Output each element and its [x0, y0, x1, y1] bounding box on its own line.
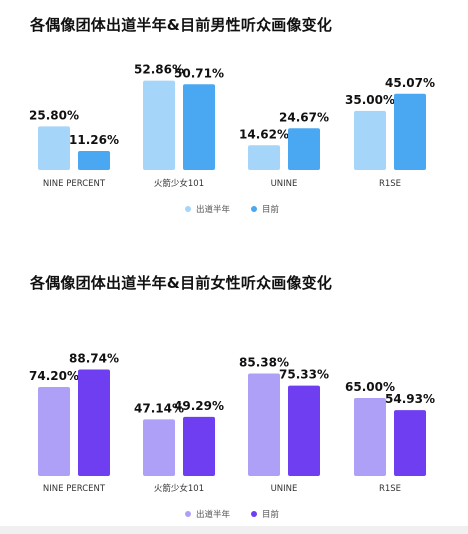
- legend-label: 目前: [262, 204, 280, 215]
- legend-label: 出道半年: [196, 204, 231, 215]
- category-label: NINE PERCENT: [43, 484, 106, 494]
- bar-value-label: 74.20%: [29, 369, 79, 383]
- bar-current-3: [394, 93, 426, 170]
- bar-value-label: 24.67%: [279, 110, 329, 124]
- bar-value-label: 85.38%: [239, 356, 289, 370]
- category-label: UNINE: [271, 484, 298, 494]
- bar-value-label: 52.86%: [134, 63, 184, 77]
- bar-current-2: [288, 128, 320, 170]
- bar-current-0: [78, 150, 110, 170]
- bar-value-label: 47.14%: [134, 401, 184, 415]
- page-bottom-divider: [0, 526, 468, 534]
- female-listener-chart-svg: 74.20% 88.74% NINE PERCENT 47.14%49.29% 火箭少女…: [29, 352, 435, 520]
- bar-value-label: 65.00%: [345, 380, 395, 394]
- bar-half-year-1: [143, 419, 175, 476]
- category-label: 火箭少女101: [154, 178, 204, 189]
- bar-half-year-2: [248, 373, 280, 476]
- chart-title: 各偶像团体出道半年&目前女性听众画像变化: [30, 274, 333, 292]
- bar-value-label: 14.62%: [239, 127, 289, 141]
- bar-value-label: 45.07%: [385, 76, 435, 90]
- bar-value-label: 54.93%: [385, 392, 435, 406]
- bar-value-label: 50.71%: [174, 66, 224, 80]
- bar-current-0: [78, 369, 110, 476]
- male-listener-chart: 各偶像团体出道半年&目前男性听众画像变化 25.80% 11.26% NINE PE…: [0, 0, 468, 240]
- category-label: UNINE: [271, 179, 298, 189]
- bar-value-label: 88.74%: [69, 352, 119, 366]
- female-listener-chart: 各偶像团体出道半年&目前女性听众画像变化 74.20% 88.74% NINE PE…: [0, 258, 468, 534]
- bar-half-year-1: [143, 80, 175, 170]
- bar-half-year-2: [248, 145, 280, 170]
- legend-label: 目前: [262, 509, 280, 520]
- bar-half-year-3: [354, 110, 386, 170]
- legend-swatch: [251, 511, 257, 517]
- male-listener-chart-svg: 25.80% 11.26% NINE PERCENT 52.86%50.71% 火箭少女…: [29, 63, 435, 215]
- legend-swatch: [251, 206, 257, 212]
- bar-current-1: [183, 84, 215, 170]
- bar-value-label: 75.33%: [279, 368, 329, 382]
- bar-value-label: 35.00%: [345, 93, 395, 107]
- category-label: R1SE: [379, 179, 401, 189]
- category-label: NINE PERCENT: [43, 179, 106, 189]
- legend-swatch: [185, 206, 191, 212]
- bar-half-year-0: [38, 126, 70, 170]
- bar-value-label: 25.80%: [29, 108, 79, 122]
- bar-current-3: [394, 410, 426, 476]
- category-label: R1SE: [379, 484, 401, 494]
- bar-half-year-0: [38, 386, 70, 476]
- bar-current-1: [183, 416, 215, 476]
- bar-current-2: [288, 385, 320, 476]
- legend-label: 出道半年: [196, 509, 231, 520]
- bar-half-year-3: [354, 398, 386, 476]
- bar-value-label: 11.26%: [69, 133, 119, 147]
- legend-swatch: [185, 511, 191, 517]
- chart-title: 各偶像团体出道半年&目前男性听众画像变化: [30, 16, 333, 34]
- bar-value-label: 49.29%: [174, 399, 224, 413]
- category-label: 火箭少女101: [154, 483, 204, 494]
